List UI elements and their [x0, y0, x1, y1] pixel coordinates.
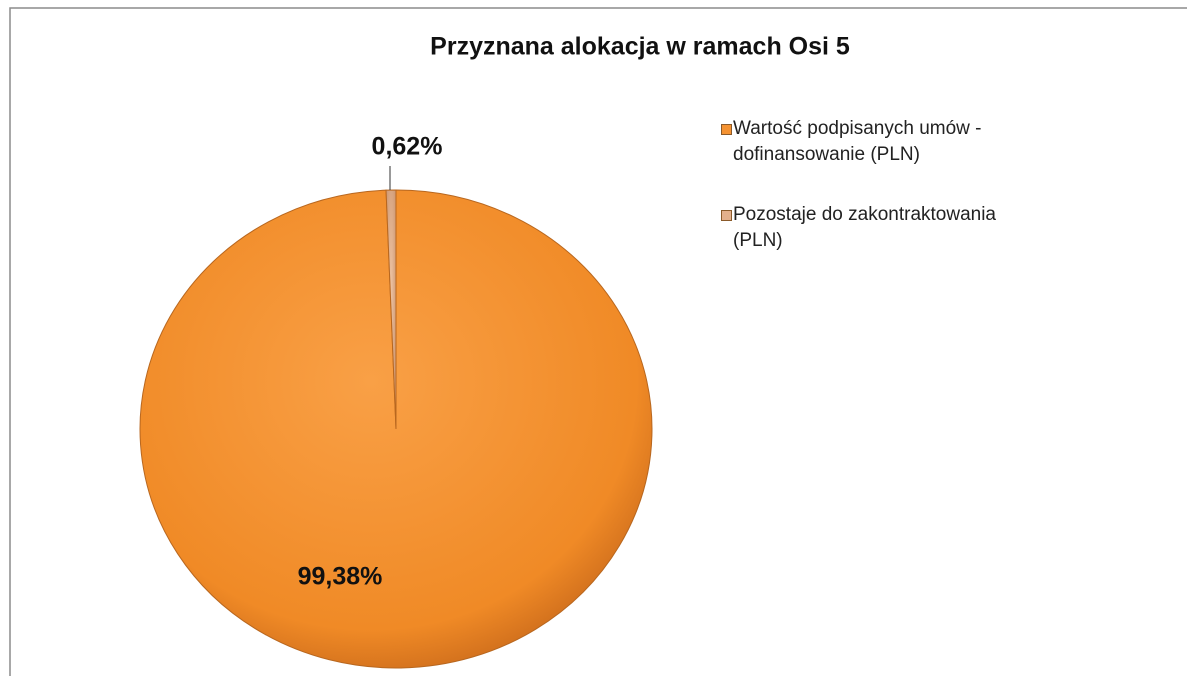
chart-title: Przyznana alokacja w ramach Osi 5 [430, 33, 850, 61]
legend-label: Wartość podpisanych umów - dofinansowani… [733, 118, 982, 165]
legend-key [721, 124, 732, 135]
chart-border [9, 7, 1187, 676]
legend-item: Wartość podpisanych umów - dofinansowani… [721, 116, 1033, 168]
pie-slice [385, 189, 397, 430]
legend-label: Pozostaje do zakontraktowania (PLN) [733, 204, 996, 251]
data-label: 99,38% [298, 563, 383, 591]
data-label: 0,62% [372, 133, 443, 161]
legend-item: Pozostaje do zakontraktowania (PLN) [721, 202, 1033, 254]
legend-key [721, 210, 732, 221]
